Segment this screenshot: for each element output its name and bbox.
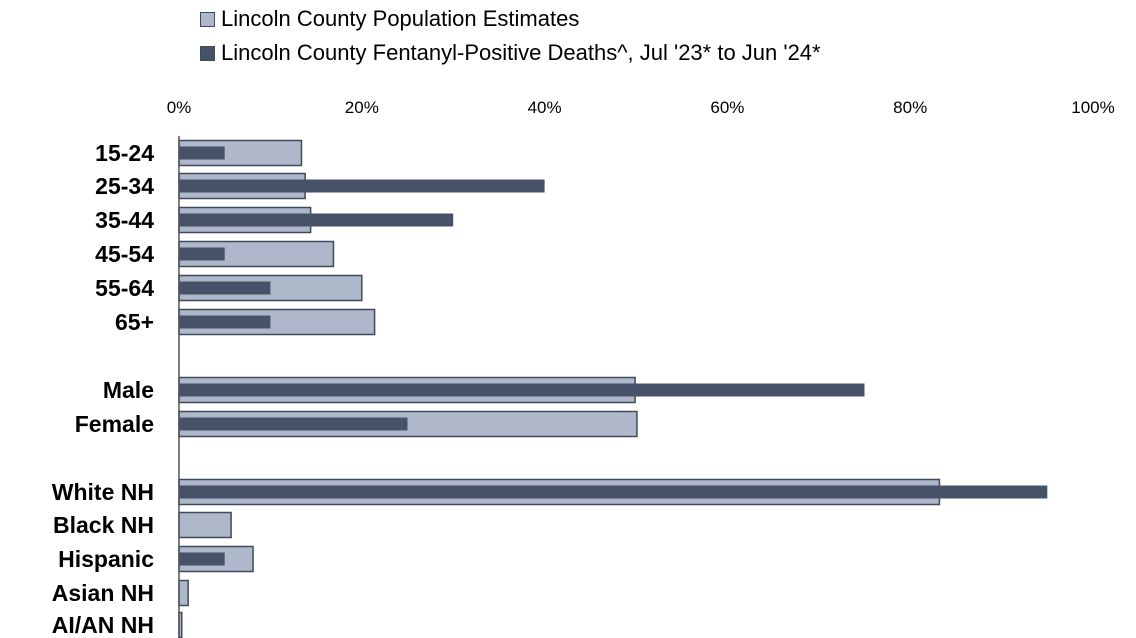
bar-deaths bbox=[179, 247, 225, 261]
bar-deaths bbox=[179, 417, 408, 431]
x-tick-label: 100% bbox=[1071, 98, 1114, 117]
category-label: Asian NH bbox=[52, 580, 154, 606]
bar-deaths bbox=[179, 315, 271, 329]
bar-deaths bbox=[179, 146, 225, 160]
category-label: 15-24 bbox=[95, 140, 154, 166]
category-label: 65+ bbox=[115, 309, 154, 335]
category-label: White NH bbox=[52, 479, 154, 505]
x-tick-label: 0% bbox=[167, 98, 192, 117]
legend-label-deaths: Lincoln County Fentanyl-Positive Deaths^… bbox=[221, 40, 821, 65]
bar-deaths bbox=[179, 485, 1048, 499]
bar-deaths bbox=[179, 179, 545, 193]
category-label: 55-64 bbox=[95, 275, 154, 301]
category-label: AI/AN NH bbox=[52, 612, 154, 638]
x-tick-label: 80% bbox=[893, 98, 927, 117]
x-tick-label: 20% bbox=[345, 98, 379, 117]
legend-label-population: Lincoln County Population Estimates bbox=[221, 6, 580, 31]
category-label: 25-34 bbox=[95, 173, 154, 199]
bar-deaths bbox=[179, 552, 225, 566]
category-label: Hispanic bbox=[58, 546, 154, 572]
category-label: 35-44 bbox=[95, 207, 154, 233]
bar-population bbox=[178, 511, 232, 539]
category-label: 45-54 bbox=[95, 241, 154, 267]
legend-item-deaths: Lincoln County Fentanyl-Positive Deaths^… bbox=[200, 36, 821, 70]
legend-swatch-population bbox=[200, 11, 215, 27]
legend-swatch-deaths bbox=[200, 45, 215, 61]
legend: Lincoln County Population Estimates Linc… bbox=[200, 2, 821, 70]
bar-deaths bbox=[179, 383, 865, 397]
x-tick-label: 60% bbox=[710, 98, 744, 117]
legend-item-population: Lincoln County Population Estimates bbox=[200, 2, 821, 36]
bar-population bbox=[178, 579, 189, 607]
category-label: Black NH bbox=[53, 512, 154, 538]
category-label: Male bbox=[103, 377, 154, 403]
bar-deaths bbox=[179, 213, 454, 227]
bar-population bbox=[178, 308, 376, 336]
category-label: Female bbox=[75, 411, 154, 437]
bar-deaths bbox=[179, 281, 271, 295]
x-tick-label: 40% bbox=[528, 98, 562, 117]
